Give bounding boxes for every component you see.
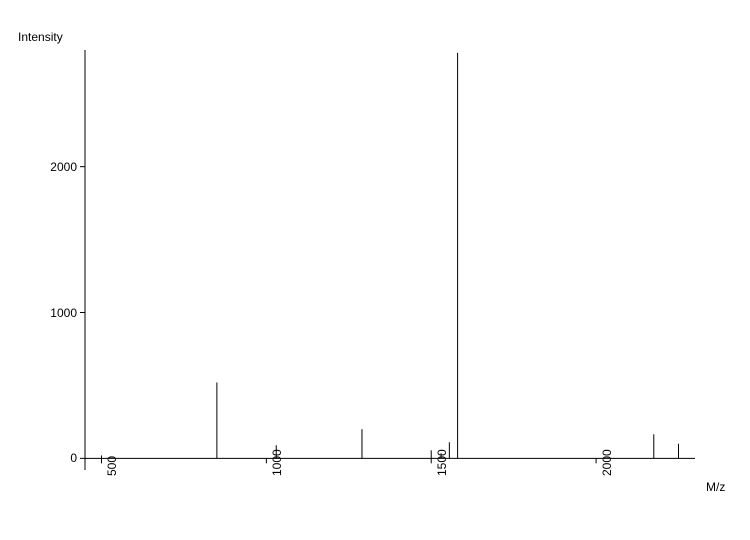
y-axis-label: Intensity	[18, 30, 63, 44]
y-tick-label: 2000	[50, 160, 77, 174]
x-tick-label: 500	[105, 456, 119, 476]
mass-spectrum-chart: Intensity M/z 0 1000 2000 500 1000 1500 2000	[0, 0, 750, 540]
y-tick-label: 0	[70, 451, 77, 465]
x-axis-label: M/z	[706, 480, 725, 494]
x-tick-label: 1000	[270, 450, 284, 477]
x-tick-label: 1500	[435, 450, 449, 477]
y-tick-label: 1000	[50, 306, 77, 320]
x-tick-label: 2000	[600, 450, 614, 477]
